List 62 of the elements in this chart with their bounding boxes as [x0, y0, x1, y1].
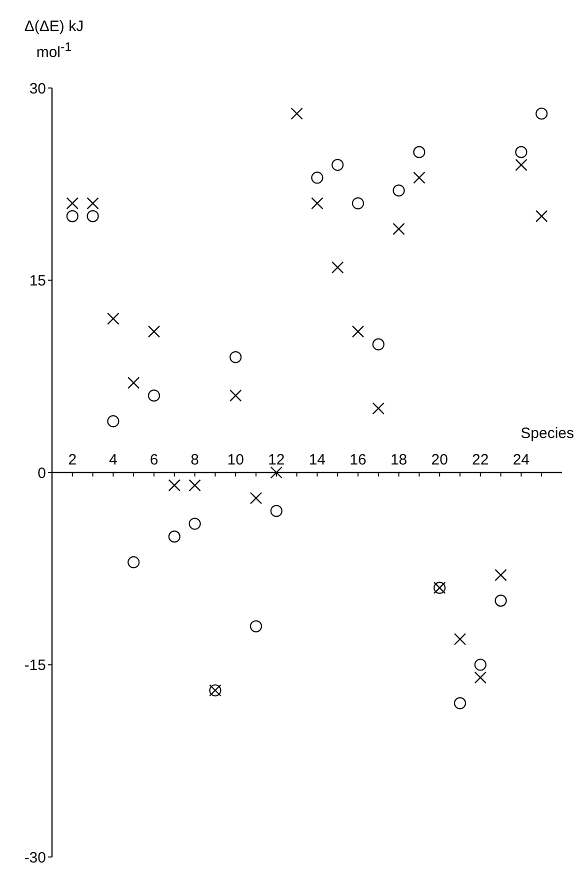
x-tick-label: 4: [109, 452, 118, 468]
y-tick-label: 0: [38, 464, 46, 482]
point: [494, 594, 507, 607]
x-axis-title: Species: [520, 424, 574, 442]
point: [188, 518, 201, 530]
point: [250, 620, 262, 632]
y-axis-title: Δ(ΔE) kJ mol$^{-1}$: [23, 17, 85, 63]
point: [86, 197, 99, 210]
point: [250, 492, 262, 504]
x-tick-label: 18: [390, 452, 408, 468]
point: [515, 158, 528, 171]
y-tick-label: -30: [24, 849, 46, 866]
point: [168, 479, 180, 492]
point: [270, 466, 282, 479]
x-tick-label: 12: [268, 452, 285, 468]
x-tick-label: 14: [308, 452, 326, 468]
point: [66, 210, 78, 222]
point: [148, 390, 160, 402]
point: [128, 556, 140, 568]
x-tick-label: 2: [68, 452, 77, 468]
x-tick-label: 6: [150, 452, 158, 468]
point: [474, 658, 486, 671]
point: [107, 312, 120, 325]
x-tick-label: 16: [350, 452, 366, 468]
y-tick-label: 30: [29, 80, 46, 98]
point: [290, 108, 303, 120]
point: [332, 261, 344, 274]
point: [372, 402, 384, 415]
point: [454, 697, 466, 710]
point: [128, 376, 140, 389]
point: [352, 197, 364, 210]
point: [494, 568, 507, 582]
x-tick-label: 8: [190, 452, 199, 468]
point: [230, 390, 242, 402]
point: [168, 530, 180, 543]
x-tick-label: 10: [227, 452, 244, 468]
point: [352, 325, 364, 338]
point: [413, 146, 426, 158]
point: [392, 184, 405, 197]
point: [86, 210, 99, 222]
point: [392, 222, 405, 236]
point: [148, 325, 160, 338]
point: [66, 197, 78, 210]
point: [270, 504, 282, 517]
point: [230, 351, 242, 364]
y-tick-label: -15: [24, 657, 46, 674]
point: [188, 479, 201, 492]
point: [454, 633, 466, 646]
point: [372, 338, 384, 350]
point: [515, 146, 528, 158]
x-tick-label: 20: [431, 452, 448, 468]
point: [311, 197, 324, 210]
x-tick-label: 24: [512, 452, 530, 468]
point: [474, 671, 486, 684]
point: [107, 415, 120, 428]
point: [311, 172, 324, 184]
y-tick-label: 15: [29, 272, 46, 290]
point: [413, 172, 426, 184]
point: [536, 210, 548, 222]
point: [332, 158, 344, 171]
x-tick-label: 22: [472, 452, 489, 468]
point: [536, 108, 548, 120]
